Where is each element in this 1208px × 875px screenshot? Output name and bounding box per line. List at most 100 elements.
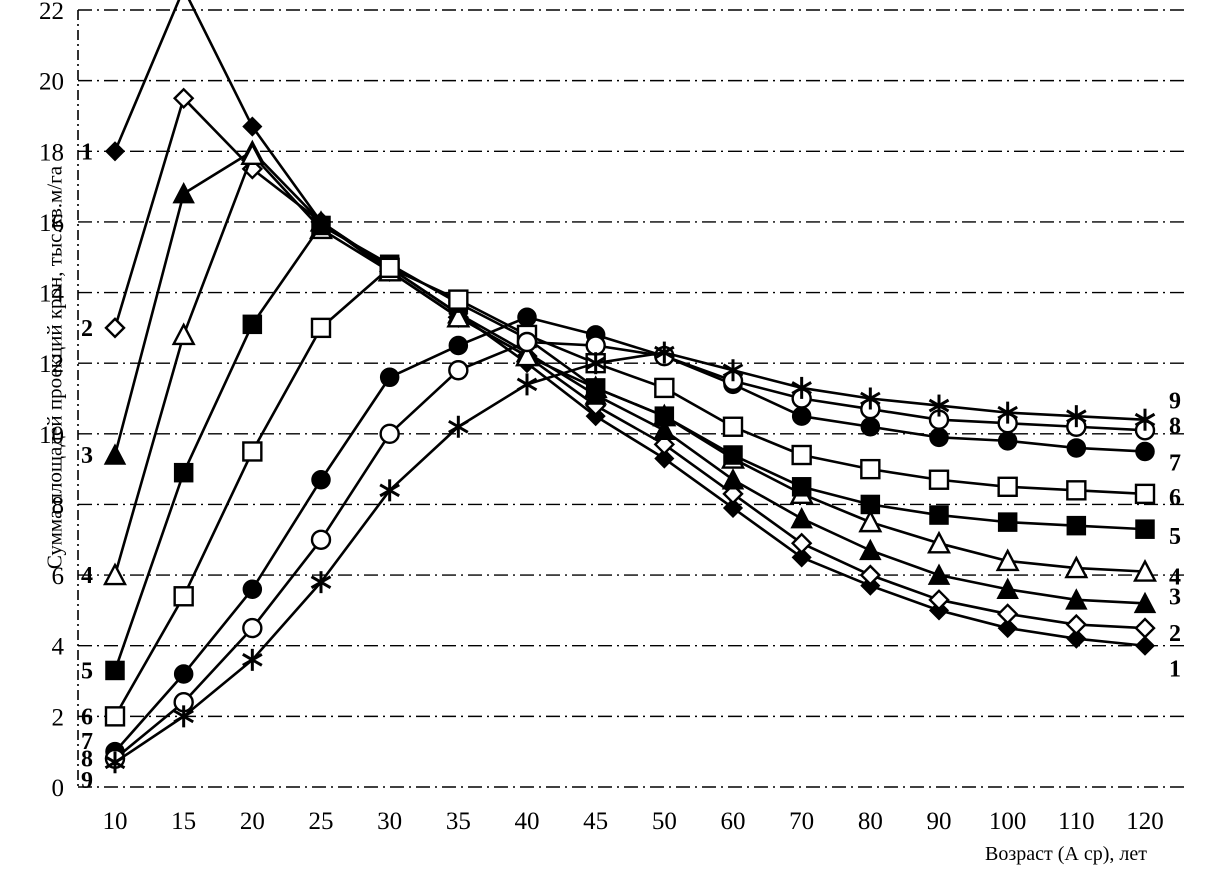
marker-open-triangle (1133, 558, 1157, 582)
x-tick-label: 15 (171, 808, 196, 835)
series-line (114, 351, 1146, 764)
marker-filled-triangle (927, 563, 951, 585)
series-label-left-8: 8 (81, 747, 93, 773)
y-tick-label: 8 (52, 492, 65, 519)
x-tick-label: 100 (989, 808, 1027, 835)
y-tick-label: 10 (39, 422, 64, 449)
marker-filled-triangle (653, 418, 676, 441)
marker-asterisk (242, 648, 263, 671)
series-label-left-9: 9 (81, 768, 93, 794)
x-tick-label: 45 (583, 808, 608, 835)
marker-filled-square (860, 494, 881, 515)
x-tick-label: 60 (721, 808, 746, 835)
marker-asterisk (310, 571, 332, 594)
marker-asterisk (1066, 405, 1087, 428)
marker-open-diamond (172, 87, 195, 109)
marker-asterisk (722, 359, 744, 382)
x-tick-label: 50 (652, 808, 677, 835)
marker-open-square (791, 444, 812, 466)
marker-filled-triangle (790, 506, 813, 529)
series-4[interactable] (103, 142, 1157, 586)
marker-filled-circle (448, 335, 469, 356)
marker-filled-circle (860, 417, 881, 437)
series-label-left-5: 5 (81, 658, 93, 684)
series-line (113, 153, 1146, 576)
marker-asterisk (173, 705, 194, 728)
y-tick-label: 16 (39, 210, 64, 237)
series-5[interactable] (105, 215, 1155, 681)
series-label-right-8: 8 (1169, 413, 1181, 439)
marker-filled-square (173, 462, 194, 483)
series-9[interactable] (104, 341, 1156, 774)
y-axis-label: Сумма площадей проекций крон, тыс.кв.м/г… (42, 165, 67, 570)
marker-filled-circle (242, 579, 263, 599)
series-line (114, 340, 1146, 760)
marker-open-diamond (996, 603, 1019, 625)
series-label-left-4: 4 (81, 563, 93, 589)
marker-filled-square (1135, 519, 1155, 539)
marker-filled-triangle (103, 443, 127, 465)
marker-filled-circle (311, 469, 331, 490)
marker-open-diamond (1065, 613, 1088, 636)
series-label-left-7: 7 (81, 729, 93, 755)
marker-filled-square (311, 215, 331, 236)
y-tick-label: 0 (52, 775, 65, 802)
marker-filled-diamond (997, 618, 1018, 639)
series-label-right-7: 7 (1169, 450, 1181, 476)
series-label-right-3: 3 (1169, 584, 1181, 610)
marker-open-square (997, 476, 1018, 497)
marker-open-square (722, 416, 744, 437)
x-tick-label: 30 (377, 808, 402, 835)
marker-filled-circle (517, 307, 537, 328)
y-tick-label: 2 (52, 704, 65, 731)
marker-open-circle (516, 331, 538, 353)
marker-asterisk (997, 401, 1018, 424)
marker-filled-triangle (1133, 591, 1157, 614)
marker-open-diamond (859, 564, 882, 586)
marker-open-circle (379, 423, 400, 445)
marker-filled-square (585, 378, 606, 398)
series-label-left-1: 1 (81, 139, 93, 165)
marker-open-square (379, 257, 400, 279)
marker-open-triangle (171, 322, 196, 346)
marker-open-triangle (995, 548, 1020, 572)
marker-open-diamond (790, 532, 813, 555)
marker-filled-square (242, 314, 263, 335)
marker-open-square (1066, 480, 1087, 501)
y-tick-label: 12 (39, 351, 64, 378)
series-8[interactable] (104, 331, 1156, 769)
marker-open-square (173, 586, 194, 607)
marker-open-triangle (858, 509, 883, 533)
x-tick-label: 80 (858, 808, 883, 835)
marker-open-square (860, 458, 881, 480)
asterisk-stroke (516, 377, 538, 392)
x-axis-ticks: 10 15 20 25 30 35 40 45 50 60 70 80 90 100 110 120 (103, 808, 1164, 835)
marker-filled-triangle (721, 468, 745, 490)
marker-filled-circle (929, 427, 949, 448)
series-label-right-6: 6 (1169, 485, 1181, 511)
marker-filled-diamond (242, 116, 263, 137)
x-tick-label: 40 (515, 808, 540, 835)
asterisk-stroke (173, 709, 194, 724)
marker-open-triangle (240, 142, 265, 166)
series-line (113, 224, 1146, 671)
series-6[interactable] (104, 257, 1156, 727)
marker-asterisk (379, 479, 400, 502)
marker-filled-triangle (1065, 588, 1088, 610)
marker-filled-circle (1066, 438, 1087, 458)
series-label-left-3: 3 (81, 443, 93, 469)
marker-asterisk (791, 376, 812, 399)
marker-open-triangle (1064, 555, 1089, 579)
y-tick-label: 14 (39, 281, 65, 308)
marker-open-diamond (1134, 617, 1156, 639)
series-1[interactable] (104, 0, 1156, 656)
series-label-right-9: 9 (1169, 389, 1181, 415)
marker-open-triangle (515, 343, 539, 367)
marker-open-square (448, 289, 469, 310)
marker-asterisk (654, 341, 675, 364)
marker-filled-triangle (172, 182, 195, 204)
asterisk-stroke (104, 755, 126, 770)
marker-filled-diamond (1066, 628, 1087, 649)
marker-asterisk (104, 751, 126, 774)
series-label-right-1: 1 (1169, 657, 1181, 683)
